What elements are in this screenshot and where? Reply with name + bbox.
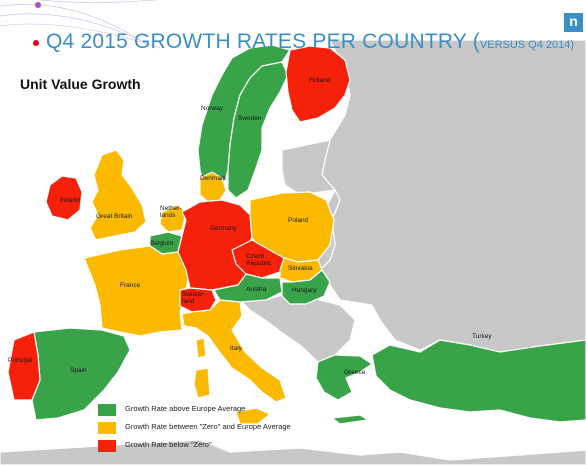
title-sub: VERSUS Q4 2014) [479,39,575,51]
label-turkey: Turkey [472,333,492,340]
label-germany: Germany [210,225,237,232]
country-italy [181,299,287,403]
island-sicily [235,407,272,425]
label-belgium: Belgium [150,240,173,247]
country-greece [315,354,374,401]
label-ireland: Ireland [60,197,80,204]
non-reporting-countries [0,39,586,465]
legend-label-above: Growth Rate above Europe Average [125,404,246,413]
label-italy: Italy [230,345,243,352]
decorative-dot [35,2,41,8]
country-sweden [227,61,289,199]
country-turkey [371,339,586,423]
island-corsica [195,337,207,359]
map-heading: Unit Value Growth [20,76,141,92]
legend-swatch-between [98,422,116,434]
label-portugal: Portugal [8,357,33,364]
label-norway: Norway [201,105,224,112]
island-sardinia [193,367,211,399]
label-netherlands: Nether-lands [160,205,182,219]
country-denmark [199,171,227,203]
label-great-britain: Great Britain [96,213,133,220]
country-labels: Norway Sweden Finland Denmark Ireland Gr… [8,77,492,376]
page-title: Q4 2015 GROWTH RATES PER COUNTRY (VERSUS… [46,30,574,54]
country-great-britain [89,149,147,241]
brand-logo: n [564,13,583,32]
legend-label-below: Growth Rate below "Zero" [125,440,212,449]
label-slovakia: Slovakia [288,265,313,272]
label-switzerland: Switzer-land [182,291,205,305]
north-africa-region [0,439,586,465]
label-spain: Spain [70,367,87,374]
title-main: Q4 2015 GROWTH RATES PER COUNTRY ( [46,30,480,53]
country-ireland [45,175,83,221]
legend-swatch-above [98,404,116,416]
country-france [83,245,191,337]
label-sweden: Sweden [238,115,262,122]
label-denmark: Denmark [200,175,227,182]
label-poland: Poland [288,217,309,224]
island-crete [330,414,370,425]
label-greece: Greece [344,369,366,376]
country-portugal [7,331,41,401]
label-czech-republic: Czech Republic [246,253,272,267]
country-netherlands [159,204,187,233]
label-finland: Finland [309,77,331,84]
title-bullet [33,40,39,46]
label-austria: Austria [246,286,267,293]
legend-label-between: Growth Rate between "Zero" and Europe Av… [125,422,291,431]
decorative-arcs [0,0,161,49]
country-finland [285,45,351,123]
country-hungary [281,269,331,305]
country-switzerland [179,287,217,313]
label-france: France [120,282,141,289]
legend-swatch-below [98,440,116,452]
label-hungary: Hungary [292,287,317,294]
russia-region [319,39,586,356]
